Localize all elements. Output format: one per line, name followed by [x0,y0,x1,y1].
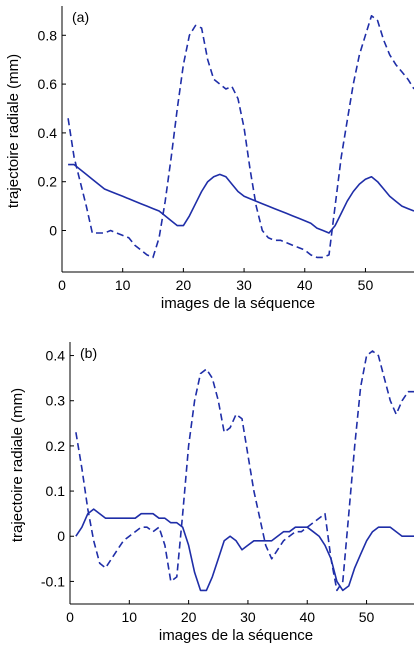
x-tick-label: 30 [236,277,252,293]
y-axis-label: trajectoire radiale (mm) [5,54,22,208]
y-tick-label: 0 [57,528,65,544]
series-line-dashed [75,350,414,592]
y-axis-label: trajectoire radiale (mm) [9,388,26,542]
series-line-dashed [67,15,414,259]
x-tick-label: 10 [122,609,138,625]
y-tick-label: 0.6 [38,76,58,92]
chart-panel-a: 0 10 20 30 40 50 0 0.2 0.4 0.6 0.8 (a) images de la … [5,6,414,312]
x-axis-label: images de la séquence [161,295,315,312]
y-tick-label: 0.4 [46,348,66,364]
x-tick-label: 0 [58,277,66,293]
series-line-solid [68,163,414,234]
x-tick-label: 50 [358,277,374,293]
y-tick-label: 0.2 [46,438,66,454]
y-tick-label: 0.3 [46,393,66,409]
y-tick-label: 0.8 [38,27,58,43]
panel-label: (b) [80,345,97,361]
x-tick-label: 40 [299,609,315,625]
x-tick-label: 50 [359,609,375,625]
x-tick-label: 40 [297,277,313,293]
y-tick-label: -0.1 [41,573,65,589]
x-tick-label: 10 [115,277,131,293]
chart-panel-b: 0 10 20 30 40 50 -0.1 0 0.1 0.2 0.3 0.4 (b) images de… [9,342,414,644]
y-tick-label: 0.1 [46,483,66,499]
y-tick-label: 0.4 [38,125,58,141]
series-line-solid [75,508,414,592]
y-tick-label: 0.2 [38,174,58,190]
x-tick-label: 20 [181,609,197,625]
y-tick-label: 0 [49,223,57,239]
x-tick-label: 0 [66,609,74,625]
x-axis-label: images de la séquence [159,627,313,644]
x-tick-label: 30 [240,609,256,625]
x-tick-label: 20 [176,277,192,293]
panel-label: (a) [72,9,89,25]
